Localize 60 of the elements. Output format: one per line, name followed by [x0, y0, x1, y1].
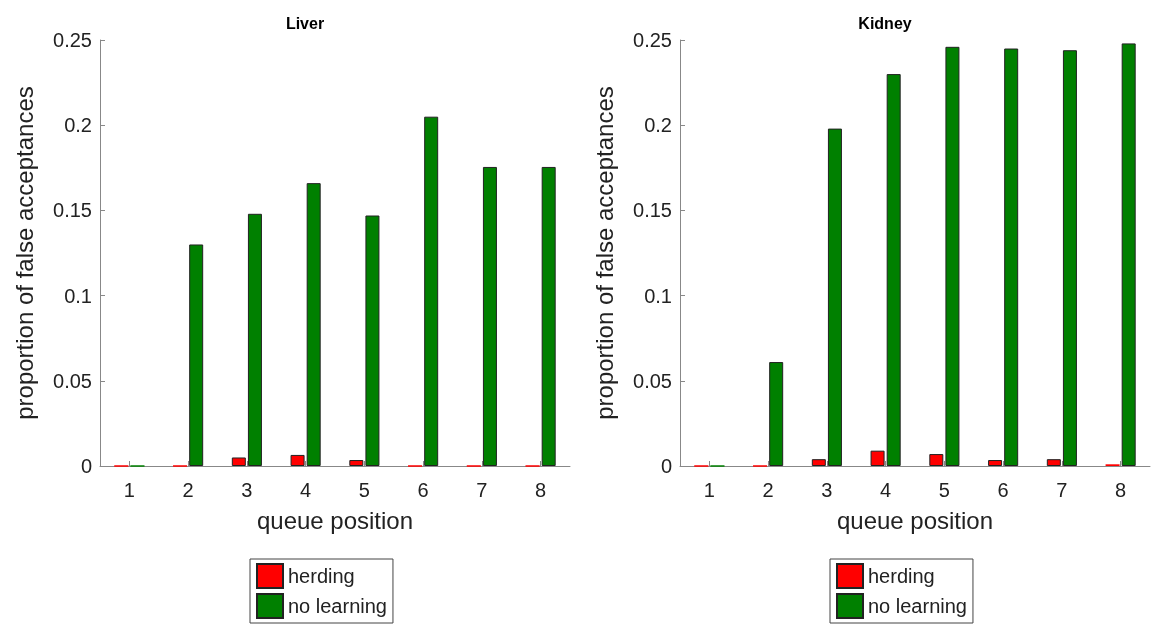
bar [870, 450, 885, 466]
bar [811, 459, 826, 466]
bar [929, 454, 944, 466]
bar [1004, 48, 1019, 466]
bar [827, 128, 842, 466]
y-tick-label: 0.05 [633, 369, 672, 392]
y-tick-label: 0.25 [633, 29, 672, 51]
y-tick-label: 0.05 [53, 369, 92, 392]
bar [290, 454, 305, 466]
bar [424, 116, 439, 466]
bar [349, 460, 364, 466]
x-tick-label: 3 [241, 479, 253, 501]
chart-title: Kidney [858, 14, 912, 32]
x-tick-label: 1 [703, 479, 715, 501]
bar [231, 457, 246, 466]
bar [988, 460, 1003, 466]
x-tick-label: 7 [476, 479, 488, 501]
x-tick-label: 6 [997, 479, 1009, 501]
bar [1121, 43, 1136, 466]
y-tick-label: 0.2 [64, 114, 92, 137]
y-tick-label: 0 [660, 455, 672, 477]
x-tick-label: 7 [1056, 479, 1068, 501]
bar [306, 183, 321, 466]
legend-label: no learning [868, 595, 967, 617]
bar [247, 213, 262, 466]
x-tick-label: 5 [358, 479, 370, 501]
bar [482, 166, 497, 466]
x-tick-label: 1 [123, 479, 135, 501]
bar [1062, 50, 1077, 466]
y-tick-label: 0 [80, 455, 92, 477]
x-tick-label: 3 [821, 479, 833, 501]
x-tick-label: 4 [880, 479, 892, 501]
legend-label: herding [868, 565, 935, 587]
bar [886, 74, 901, 466]
x-axis-title: queue position [836, 506, 994, 534]
bar [1046, 459, 1061, 466]
y-axis-title: proportion of false acceptances [10, 86, 38, 420]
x-axis-title: queue position [256, 506, 414, 534]
y-tick-label: 0.25 [53, 29, 92, 51]
x-tick-label: 8 [1115, 479, 1127, 501]
x-tick-label: 6 [417, 479, 429, 501]
bar [945, 46, 960, 466]
bar [189, 244, 204, 466]
chart-title: Liver [285, 14, 325, 32]
y-tick-label: 0.15 [633, 199, 672, 222]
x-tick-label: 5 [938, 479, 950, 501]
bar [769, 362, 784, 466]
y-tick-label: 0.15 [53, 199, 92, 222]
bar [365, 215, 380, 466]
y-tick-label: 0.1 [644, 284, 672, 307]
y-tick-label: 0.1 [64, 284, 92, 307]
x-tick-label: 2 [762, 479, 774, 501]
y-tick-label: 0.2 [644, 114, 672, 137]
legend-label: no learning [288, 595, 387, 617]
x-tick-label: 2 [182, 479, 194, 501]
legend-label: herding [288, 565, 355, 587]
x-tick-label: 8 [535, 479, 547, 501]
x-tick-label: 4 [300, 479, 312, 501]
bar [541, 166, 556, 466]
y-axis-title: proportion of false acceptances [590, 86, 618, 420]
